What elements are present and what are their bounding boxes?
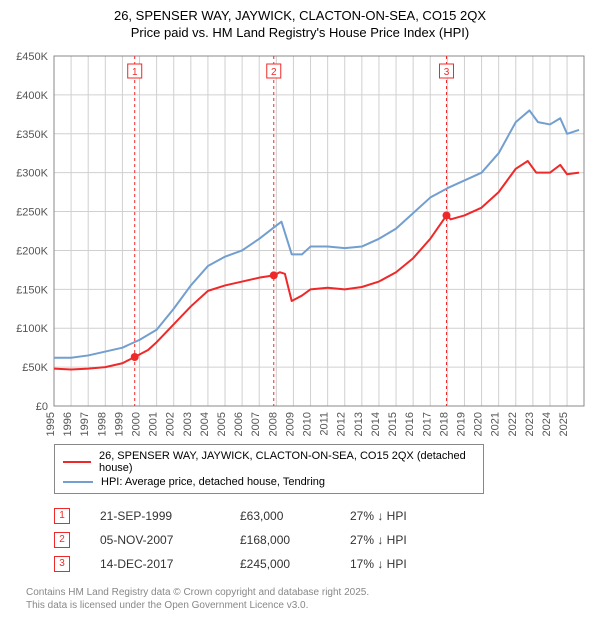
sale-row: 3 14-DEC-2017£245,00017% ↓ HPI	[54, 552, 590, 576]
sale-diff: 17% ↓ HPI	[350, 557, 450, 571]
svg-text:£450K: £450K	[16, 51, 48, 63]
svg-text:1997: 1997	[79, 412, 91, 436]
chart: £0 £50K £100K £150K £200K £250K £300K £350K £400…	[10, 48, 590, 438]
svg-text:2005: 2005	[216, 412, 228, 436]
svg-text:2001: 2001	[148, 412, 160, 436]
svg-text:2025: 2025	[558, 412, 570, 436]
svg-text:3: 3	[444, 67, 450, 78]
svg-text:2012: 2012	[336, 412, 348, 436]
svg-text:2014: 2014	[370, 412, 382, 436]
svg-text:£300K: £300K	[16, 167, 48, 179]
svg-text:2023: 2023	[524, 412, 536, 436]
svg-text:2013: 2013	[353, 412, 365, 436]
sale-date: 14-DEC-2017	[100, 557, 240, 571]
sale-marker: 1	[54, 508, 70, 524]
legend-item: 26, SPENSER WAY, JAYWICK, CLACTON-ON-SEA…	[63, 449, 475, 475]
svg-text:£50K: £50K	[22, 362, 48, 374]
footer-line2: This data is licensed under the Open Gov…	[26, 599, 590, 612]
svg-text:2004: 2004	[199, 412, 211, 436]
svg-text:2018: 2018	[438, 412, 450, 436]
legend: 26, SPENSER WAY, JAYWICK, CLACTON-ON-SEA…	[54, 444, 484, 494]
legend-label: HPI: Average price, detached house, Tend…	[101, 476, 325, 488]
legend-label: 26, SPENSER WAY, JAYWICK, CLACTON-ON-SEA…	[99, 450, 475, 474]
svg-text:2020: 2020	[473, 412, 485, 436]
svg-text:1998: 1998	[96, 412, 108, 436]
svg-text:1: 1	[132, 67, 138, 78]
sale-price: £63,000	[240, 509, 350, 523]
svg-text:2021: 2021	[490, 412, 502, 436]
svg-text:2015: 2015	[387, 412, 399, 436]
sale-date: 05-NOV-2007	[100, 533, 240, 547]
svg-text:2008: 2008	[267, 412, 279, 436]
sale-marker: 3	[54, 556, 70, 572]
sale-date: 21-SEP-1999	[100, 509, 240, 523]
legend-swatch	[63, 461, 91, 463]
svg-text:£350K: £350K	[16, 129, 48, 141]
svg-text:2022: 2022	[507, 412, 519, 436]
svg-text:2006: 2006	[233, 412, 245, 436]
svg-text:£0: £0	[36, 401, 48, 413]
chart-title-line2: Price paid vs. HM Land Registry's House …	[10, 25, 590, 42]
sale-diff: 27% ↓ HPI	[350, 533, 450, 547]
svg-text:2016: 2016	[404, 412, 416, 436]
chart-title-line1: 26, SPENSER WAY, JAYWICK, CLACTON-ON-SEA…	[10, 8, 590, 25]
sales-table: 1 21-SEP-1999£63,00027% ↓ HPI 2 05-NOV-2007…	[54, 504, 590, 576]
svg-text:2019: 2019	[455, 412, 467, 436]
svg-text:£400K: £400K	[16, 90, 48, 102]
svg-text:1995: 1995	[45, 412, 57, 436]
sale-diff: 27% ↓ HPI	[350, 509, 450, 523]
svg-text:1996: 1996	[62, 412, 74, 436]
footer-line1: Contains HM Land Registry data © Crown c…	[26, 586, 590, 599]
sale-row: 1 21-SEP-1999£63,00027% ↓ HPI	[54, 504, 590, 528]
svg-text:2011: 2011	[319, 412, 331, 436]
sale-row: 2 05-NOV-2007£168,00027% ↓ HPI	[54, 528, 590, 552]
svg-text:£100K: £100K	[16, 323, 48, 335]
svg-text:£250K: £250K	[16, 206, 48, 218]
svg-text:1999: 1999	[113, 412, 125, 436]
svg-text:2024: 2024	[541, 412, 553, 436]
sale-price: £168,000	[240, 533, 350, 547]
svg-text:2007: 2007	[250, 412, 262, 436]
svg-text:2009: 2009	[284, 412, 296, 436]
sale-price: £245,000	[240, 557, 350, 571]
svg-text:£150K: £150K	[16, 284, 48, 296]
svg-text:2002: 2002	[165, 412, 177, 436]
svg-text:£200K: £200K	[16, 245, 48, 257]
legend-swatch	[63, 481, 93, 483]
svg-text:2003: 2003	[182, 412, 194, 436]
sale-marker: 2	[54, 532, 70, 548]
chart-svg: £0 £50K £100K £150K £200K £250K £300K £350K £400…	[10, 48, 590, 438]
legend-item: HPI: Average price, detached house, Tend…	[63, 475, 475, 489]
svg-text:2017: 2017	[421, 412, 433, 436]
svg-text:2: 2	[271, 67, 277, 78]
svg-text:2010: 2010	[302, 412, 314, 436]
svg-text:2000: 2000	[131, 412, 143, 436]
